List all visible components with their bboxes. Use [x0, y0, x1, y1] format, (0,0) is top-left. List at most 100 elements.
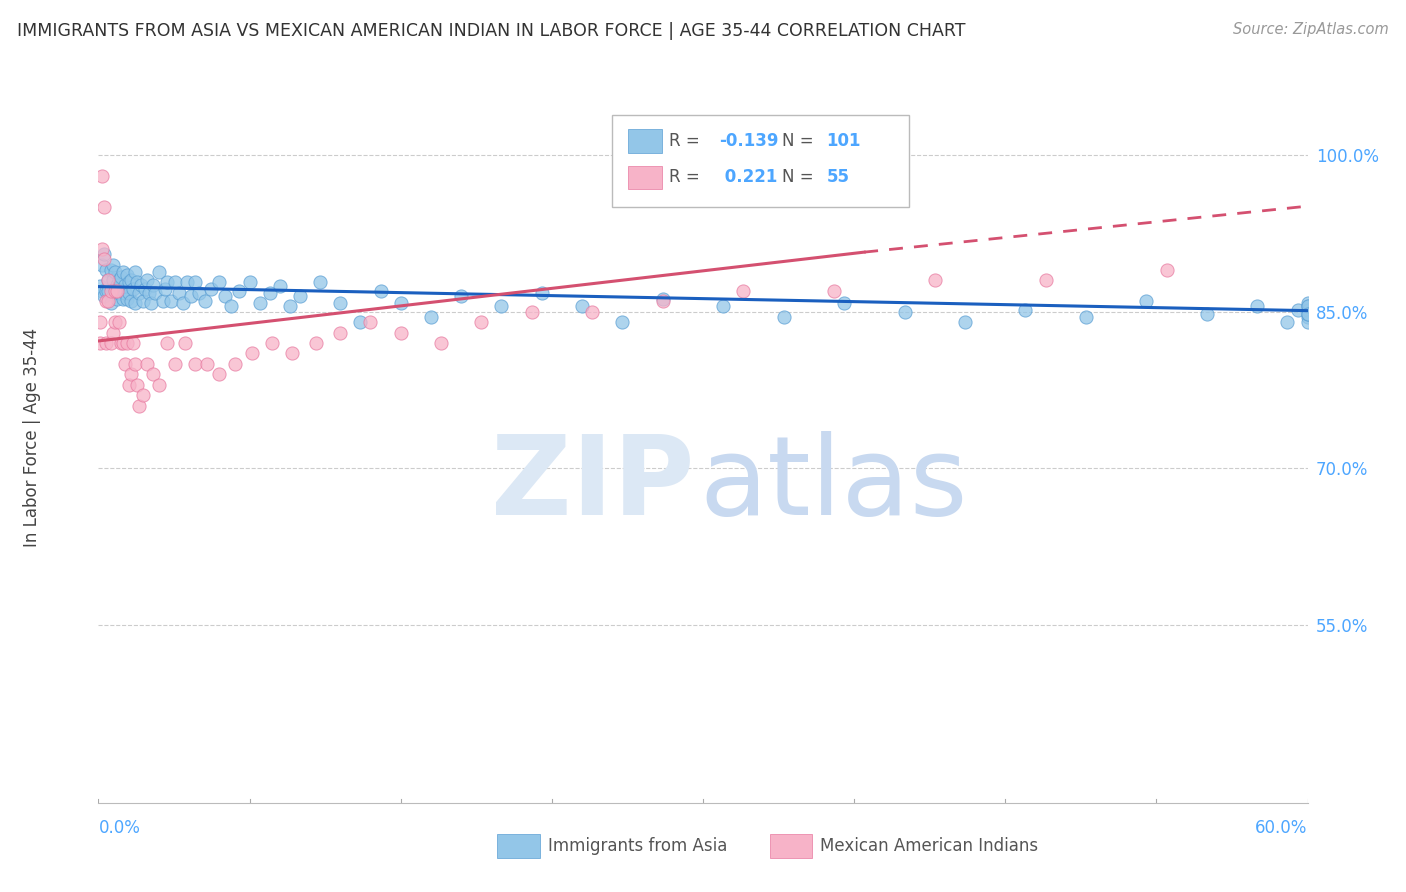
Text: N =: N =: [782, 169, 818, 186]
FancyBboxPatch shape: [498, 834, 540, 858]
Text: In Labor Force | Age 35-44: In Labor Force | Age 35-44: [22, 327, 41, 547]
Point: [91, 169, 114, 183]
Text: atlas: atlas: [699, 431, 967, 538]
Point: [89, 336, 111, 351]
Point: [612, 315, 634, 329]
Point: [135, 273, 157, 287]
Point: [101, 284, 124, 298]
Point: [733, 284, 755, 298]
Point: [1195, 307, 1218, 321]
Point: [97, 273, 120, 287]
Point: [288, 289, 311, 303]
Point: [111, 336, 134, 351]
Point: [214, 289, 236, 303]
Text: Mexican American Indians: Mexican American Indians: [820, 837, 1039, 855]
Point: [520, 304, 543, 318]
Point: [107, 285, 129, 300]
Point: [772, 310, 794, 324]
FancyBboxPatch shape: [769, 834, 811, 858]
Point: [120, 368, 142, 382]
Point: [180, 289, 202, 303]
Point: [93, 289, 115, 303]
Point: [651, 292, 673, 306]
Point: [100, 284, 122, 298]
Point: [832, 296, 855, 310]
Point: [115, 336, 138, 351]
Point: [1135, 294, 1157, 309]
Point: [188, 285, 211, 300]
Point: [110, 284, 132, 298]
Point: [105, 284, 128, 298]
Point: [360, 315, 382, 329]
Point: [1277, 315, 1299, 329]
Point: [118, 276, 141, 290]
Point: [93, 200, 115, 214]
Point: [1296, 300, 1319, 314]
Point: [89, 278, 111, 293]
Point: [711, 300, 734, 314]
Point: [389, 296, 412, 310]
Point: [420, 310, 443, 324]
Point: [249, 296, 271, 310]
Point: [163, 276, 186, 290]
Text: R =: R =: [669, 169, 706, 186]
Point: [115, 292, 138, 306]
Point: [259, 285, 281, 300]
Point: [135, 357, 157, 371]
Point: [125, 377, 148, 392]
Point: [156, 336, 179, 351]
Point: [1035, 273, 1057, 287]
Point: [91, 242, 114, 256]
Point: [152, 294, 174, 309]
Point: [195, 357, 218, 371]
Point: [953, 315, 976, 329]
Point: [281, 346, 304, 360]
Point: [114, 285, 136, 300]
Point: [1074, 310, 1097, 324]
Point: [97, 294, 120, 309]
Point: [160, 294, 183, 309]
Point: [124, 296, 146, 310]
Point: [103, 265, 125, 279]
Point: [1246, 300, 1268, 314]
Point: [269, 278, 291, 293]
Point: [305, 336, 328, 351]
Point: [114, 357, 136, 371]
Point: [103, 282, 125, 296]
Point: [823, 284, 845, 298]
Point: [309, 276, 332, 290]
Point: [103, 315, 125, 329]
Point: [91, 284, 114, 298]
Text: Source: ZipAtlas.com: Source: ZipAtlas.com: [1233, 22, 1389, 37]
Point: [349, 315, 371, 329]
Point: [1296, 307, 1319, 321]
Point: [329, 296, 352, 310]
Point: [148, 377, 170, 392]
Point: [172, 296, 194, 310]
Point: [124, 357, 146, 371]
Text: 0.221: 0.221: [718, 169, 778, 186]
Point: [132, 388, 155, 402]
Point: [148, 265, 170, 279]
Point: [221, 300, 243, 314]
Point: [260, 336, 283, 351]
Point: [450, 289, 472, 303]
Point: [101, 273, 124, 287]
Point: [96, 284, 118, 298]
Point: [118, 377, 141, 392]
Point: [651, 294, 673, 309]
Point: [96, 294, 118, 309]
Point: [96, 336, 118, 351]
Point: [110, 336, 132, 351]
Point: [239, 276, 262, 290]
Point: [100, 263, 122, 277]
Text: R =: R =: [669, 132, 706, 150]
Point: [224, 357, 246, 371]
Point: [208, 368, 231, 382]
Point: [893, 304, 915, 318]
FancyBboxPatch shape: [628, 166, 662, 189]
Text: 60.0%: 60.0%: [1256, 820, 1308, 838]
Point: [194, 294, 217, 309]
Point: [240, 346, 263, 360]
Point: [129, 277, 152, 292]
